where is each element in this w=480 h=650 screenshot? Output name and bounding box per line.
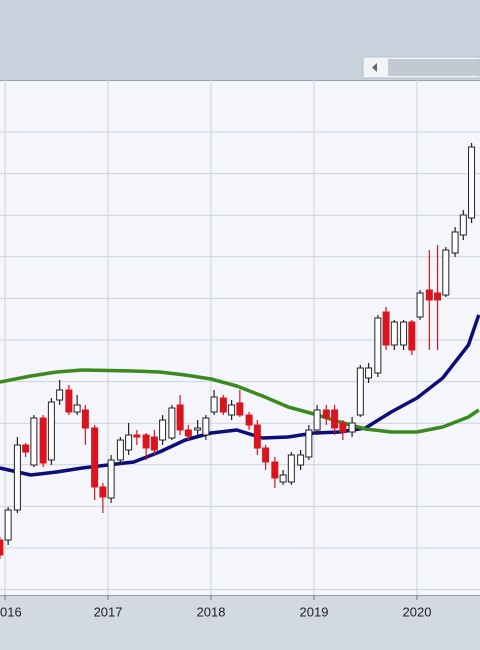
candle-body-up bbox=[107, 459, 115, 499]
candle-body-up bbox=[116, 439, 124, 461]
candle-body-down bbox=[236, 402, 244, 416]
candle-body-down bbox=[434, 292, 442, 301]
scroll-left-arrow[interactable] bbox=[372, 63, 377, 72]
candle-body-up bbox=[168, 407, 176, 439]
candle-body-up bbox=[13, 444, 21, 511]
candle-body-down bbox=[150, 436, 158, 451]
candle-body-up bbox=[30, 417, 38, 466]
candle-body-up bbox=[348, 422, 356, 433]
candle-body-down bbox=[262, 447, 270, 463]
moving-average-line bbox=[0, 368, 480, 434]
candle-body-up bbox=[313, 409, 321, 431]
candle-body-up bbox=[210, 396, 218, 413]
x-tick-label: 2017 bbox=[94, 604, 123, 619]
candle-body-down bbox=[382, 311, 390, 346]
candle-body-up bbox=[125, 434, 133, 451]
scroll-thumb[interactable] bbox=[388, 59, 480, 76]
candle-body-down bbox=[219, 397, 227, 413]
candle-body-up bbox=[356, 367, 364, 416]
x-tick-label: 2020 bbox=[403, 604, 432, 619]
candle-body-down bbox=[253, 424, 261, 449]
candle-body-down bbox=[0, 539, 4, 556]
candle-body-up bbox=[390, 321, 398, 346]
candle-body-up bbox=[374, 317, 382, 374]
candle-body-up bbox=[47, 401, 55, 461]
candle-body-up bbox=[365, 367, 373, 379]
candle-body-up bbox=[451, 231, 459, 254]
candle-body-down bbox=[39, 417, 47, 464]
candle-body-down bbox=[176, 404, 184, 431]
candle-body-up bbox=[159, 419, 167, 441]
plot-area bbox=[0, 80, 480, 595]
candle-body-up bbox=[442, 249, 450, 296]
moving-average-line bbox=[0, 314, 480, 477]
candle-body-down bbox=[184, 429, 192, 437]
candle-body-up bbox=[287, 454, 295, 483]
candle-body-down bbox=[81, 409, 89, 429]
candle-body-up bbox=[228, 404, 236, 416]
candle-body-up bbox=[297, 454, 305, 466]
candle-body-up bbox=[279, 474, 287, 483]
candle-body-up bbox=[56, 389, 64, 401]
candle-body-up bbox=[459, 214, 467, 236]
candle-body-down bbox=[65, 389, 73, 413]
candle-body-up bbox=[73, 404, 81, 413]
candle-body-down bbox=[408, 321, 416, 351]
x-tick-label: 2018 bbox=[197, 604, 226, 619]
candle-body-down bbox=[91, 427, 99, 488]
candle-body-up bbox=[202, 417, 210, 436]
x-tick-label: 2019 bbox=[300, 604, 329, 619]
candle-body-up bbox=[4, 509, 12, 541]
candle-body-up bbox=[305, 429, 313, 458]
candle-body-down bbox=[99, 486, 107, 498]
candle-body-up bbox=[416, 292, 424, 318]
candle-body-down bbox=[322, 409, 330, 419]
candle-body-up bbox=[400, 321, 408, 346]
candle-body-down bbox=[133, 434, 141, 438]
candle-body-down bbox=[245, 414, 253, 426]
candle-body-up bbox=[468, 146, 476, 219]
candle-body-up bbox=[194, 427, 202, 431]
candle-body-down bbox=[331, 409, 339, 429]
candle-body-down bbox=[142, 434, 150, 449]
x-axis-area bbox=[0, 595, 480, 650]
candle-body-down bbox=[339, 422, 347, 433]
candle-body-down bbox=[22, 444, 30, 453]
candle-body-down bbox=[271, 461, 279, 479]
x-tick-label: 016 bbox=[0, 604, 22, 619]
candle-body-down bbox=[425, 289, 433, 301]
